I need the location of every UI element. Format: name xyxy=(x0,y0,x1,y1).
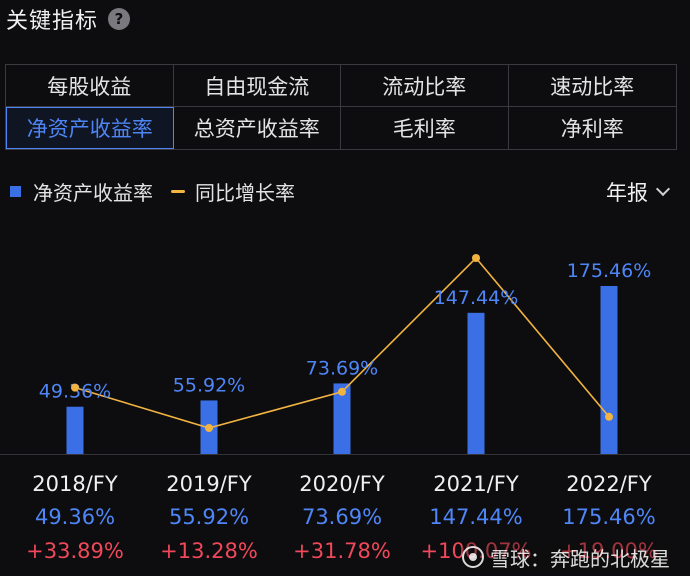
growth-point xyxy=(605,412,613,421)
help-icon[interactable]: ? xyxy=(108,8,131,30)
roe-value-cell: 147.44% xyxy=(429,505,523,529)
x-tick-label: 2020/FY xyxy=(299,472,385,496)
growth-point xyxy=(472,254,480,262)
period-label: 年报 xyxy=(606,181,648,205)
growth-point xyxy=(338,387,346,396)
legend-line-swatch xyxy=(171,189,185,193)
roe-bar xyxy=(66,406,84,454)
growth-value-cell: +13.28% xyxy=(160,539,258,563)
tab-roe[interactable]: 净资产收益率 xyxy=(6,107,174,149)
growth-value-cell: +33.89% xyxy=(26,539,124,563)
roe-value-cell: 55.92% xyxy=(168,505,250,529)
page-title: 关键指标 xyxy=(6,9,99,34)
tab-current-ratio[interactable]: 流动比率 xyxy=(341,65,509,107)
bar-data-label: 147.44% xyxy=(434,287,519,309)
growth-point xyxy=(205,424,213,432)
roe-value-cell: 175.46% xyxy=(562,505,656,529)
bar-data-label: 55.92% xyxy=(173,374,245,396)
watermark-text: 雪球：奔跑的北极星 xyxy=(490,546,670,571)
tab-net-margin[interactable]: 净利率 xyxy=(560,117,624,141)
metric-tabs: 每股收益 自由现金流 流动比率 速动比率 净资产收益率 总资产收益率 毛利率 净… xyxy=(5,64,677,150)
x-tick-label: 2019/FY xyxy=(166,472,252,496)
x-tick-label: 2018/FY xyxy=(32,472,118,496)
bar-data-label: 49.36% xyxy=(39,381,111,403)
year-row: 2018/FY 2019/FY 2020/FY 2021/FY 2022/FY xyxy=(0,472,690,502)
roe-value-cell: 73.69% xyxy=(301,505,383,529)
tab-free-cash-flow[interactable]: 自由现金流 xyxy=(173,65,341,107)
tab-gross-margin[interactable]: 毛利率 xyxy=(341,107,509,149)
x-tick-label: 2021/FY xyxy=(433,472,519,496)
roe-value-row: 49.36% 55.92% 73.69% 147.44% 175.46% xyxy=(0,505,690,535)
tab-roa[interactable]: 总资产收益率 xyxy=(174,107,341,149)
legend-label-growth: 同比增长率 xyxy=(195,180,295,205)
watermark: 雪球：奔跑的北极星 xyxy=(462,542,670,572)
bar-data-label: 73.69% xyxy=(306,357,378,379)
snowball-logo-icon xyxy=(462,546,484,568)
legend-bar-swatch xyxy=(10,185,21,197)
growth-value-cell: +31.78% xyxy=(293,539,391,563)
header: 关键指标 ? xyxy=(6,2,131,36)
roe-bar xyxy=(467,312,485,454)
period-selector[interactable]: 年报 xyxy=(606,176,671,208)
roe-chart: 49.36% 55.92% 73.69% 147.44% 175.46% xyxy=(0,254,690,455)
roe-bar xyxy=(333,383,351,454)
bar-data-label: 175.46% xyxy=(567,260,652,282)
legend-label-roe: 净资产收益率 xyxy=(33,180,153,205)
growth-point xyxy=(71,383,79,392)
x-tick-label: 2022/FY xyxy=(566,472,652,496)
chart-legend: 净资产收益率 同比增长率 xyxy=(10,176,295,206)
growth-value-cell: +19.00% xyxy=(560,539,658,563)
tab-quick-ratio[interactable]: 速动比率 xyxy=(508,65,676,107)
tab-eps[interactable]: 每股收益 xyxy=(6,65,174,107)
roe-bar xyxy=(600,286,618,454)
roe-value-cell: 49.36% xyxy=(34,505,116,529)
chevron-down-icon xyxy=(655,181,671,197)
